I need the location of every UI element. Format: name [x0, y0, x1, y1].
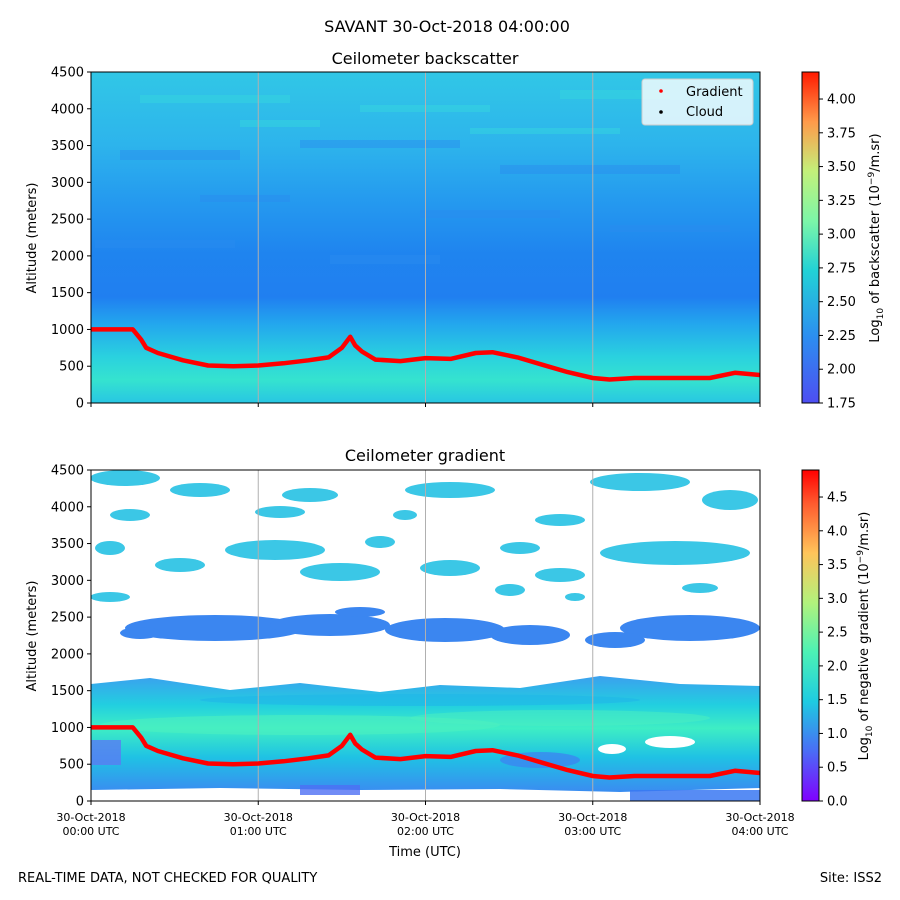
backscatter-gridlines: [257, 72, 594, 403]
xtick-label-time: 02:00 UTC: [397, 825, 454, 838]
xtick-label-time: 03:00 UTC: [564, 825, 621, 838]
backscatter-texture: [95, 140, 730, 264]
ytick-label: 2500: [51, 213, 84, 228]
gradient-gridlines: [257, 470, 594, 801]
ytick-label: 4500: [51, 464, 84, 479]
gradient-colorbar: [801, 469, 820, 802]
gradient-yaxis: 0 500 1000 1500 2000 2500 3000 3500 4000 4500: [51, 464, 91, 810]
backscatter-title: Ceilometer backscatter: [332, 49, 519, 68]
colorbar-tick-label: 0.0: [827, 795, 848, 810]
colorbar-tick-label: 3.75: [827, 126, 856, 141]
ytick-label: 3000: [51, 176, 84, 191]
backscatter-panel: Ceilometer backscatter 0 500 1000 1500 2000 2…: [25, 49, 886, 412]
xtick-label-time: 01:00 UTC: [230, 825, 287, 838]
colorbar-tick-label: 3.50: [827, 160, 856, 175]
colorbar-tick-label: 2.0: [827, 659, 848, 674]
ytick-label: 1000: [51, 323, 84, 338]
backscatter-xaxis: [90, 403, 761, 407]
ytick-label: 4000: [51, 102, 84, 117]
gradient-upper-patches: [91, 470, 758, 602]
ytick-label: 4500: [51, 66, 84, 81]
xtick-label-date: 30-Oct-2018: [725, 811, 794, 824]
ytick-label: 0: [76, 795, 84, 810]
backscatter-gradient-line: [91, 327, 760, 382]
colorbar-tick-label: 1.75: [827, 397, 856, 412]
colorbar-tick-label: 1.5: [827, 693, 848, 708]
legend-cloud-marker: [659, 110, 663, 114]
gradient-layer-shading: [100, 694, 710, 735]
gradient-mid-patches: [120, 607, 760, 648]
backscatter-colorbar-label: Log10 of backscatter (10−9/m.sr): [867, 133, 886, 342]
backscatter-colorbar-ticks: 1.75 2.00 2.25 2.50 2.75 3.00 3.25 3.50 3.75 4.00: [819, 93, 856, 412]
gradient-xlabel: Time (UTC): [388, 845, 461, 860]
legend-gradient-marker: [659, 89, 663, 93]
legend-gradient-label: Gradient: [686, 85, 743, 100]
colorbar-tick-label: 3.25: [827, 194, 856, 209]
ytick-label: 3500: [51, 537, 84, 552]
colorbar-tick-label: 4.0: [827, 524, 848, 539]
ytick-label: 2000: [51, 647, 84, 662]
legend: Gradient Cloud: [641, 78, 754, 126]
xtick-label-time: 00:00 UTC: [62, 825, 119, 838]
xtick-label-time: 04:00 UTC: [731, 825, 788, 838]
ytick-label: 1500: [51, 684, 84, 699]
colorbar-tick-label: 0.5: [827, 761, 848, 776]
gradient-colorbar-ticks: 0.0 0.5 1.0 1.5 2.0 2.5 3.0 3.5 4.0 4.5: [819, 491, 848, 810]
gradient-ylabel: Altitude (meters): [25, 581, 40, 692]
gradient-panel: Ceilometer gradient: [25, 446, 875, 860]
ytick-label: 3000: [51, 574, 84, 589]
colorbar-tick-label: 2.5: [827, 626, 848, 641]
colorbar-tick-label: 3.0: [827, 592, 848, 607]
ytick-label: 4000: [51, 500, 84, 515]
xtick-label-date: 30-Oct-2018: [56, 811, 125, 824]
colorbar-tick-label: 2.50: [827, 295, 856, 310]
figure-suptitle: SAVANT 30-Oct-2018 04:00:00: [324, 17, 570, 36]
colorbar-tick-label: 2.25: [827, 329, 856, 344]
gradient-colorbar-label: Log10 of negative gradient (10−9/m.sr): [856, 512, 875, 761]
gradient-title: Ceilometer gradient: [345, 446, 505, 465]
footer-quality-note: REAL-TIME DATA, NOT CHECKED FOR QUALITY: [18, 871, 317, 886]
colorbar-tick-label: 4.5: [827, 491, 848, 506]
legend-box: [641, 78, 754, 126]
backscatter-ylabel: Altitude (meters): [25, 183, 40, 294]
legend-cloud-label: Cloud: [686, 105, 723, 120]
footer-site: Site: ISS2: [820, 871, 882, 886]
ytick-label: 1000: [51, 721, 84, 736]
ytick-label: 500: [59, 360, 84, 375]
colorbar-tick-label: 2.75: [827, 261, 856, 276]
backscatter-colorbar: [801, 71, 820, 404]
ytick-label: 3500: [51, 139, 84, 154]
colorbar-tick-label: 2.00: [827, 363, 856, 378]
ytick-label: 500: [59, 758, 84, 773]
ytick-label: 2000: [51, 249, 84, 264]
ytick-label: 1500: [51, 286, 84, 301]
xtick-label-date: 30-Oct-2018: [558, 811, 627, 824]
xtick-label-date: 30-Oct-2018: [391, 811, 460, 824]
colorbar-tick-label: 1.0: [827, 727, 848, 742]
colorbar-tick-label: 3.00: [827, 228, 856, 243]
ytick-label: 0: [76, 397, 84, 412]
xtick-label-date: 30-Oct-2018: [224, 811, 293, 824]
colorbar-tick-label: 3.5: [827, 558, 848, 573]
gradient-gradient-line: [91, 725, 760, 780]
ytick-label: 2500: [51, 611, 84, 626]
backscatter-yaxis: 0 500 1000 1500 2000 2500 3000 3500 4000 4500: [51, 66, 91, 412]
colorbar-tick-label: 4.00: [827, 93, 856, 108]
